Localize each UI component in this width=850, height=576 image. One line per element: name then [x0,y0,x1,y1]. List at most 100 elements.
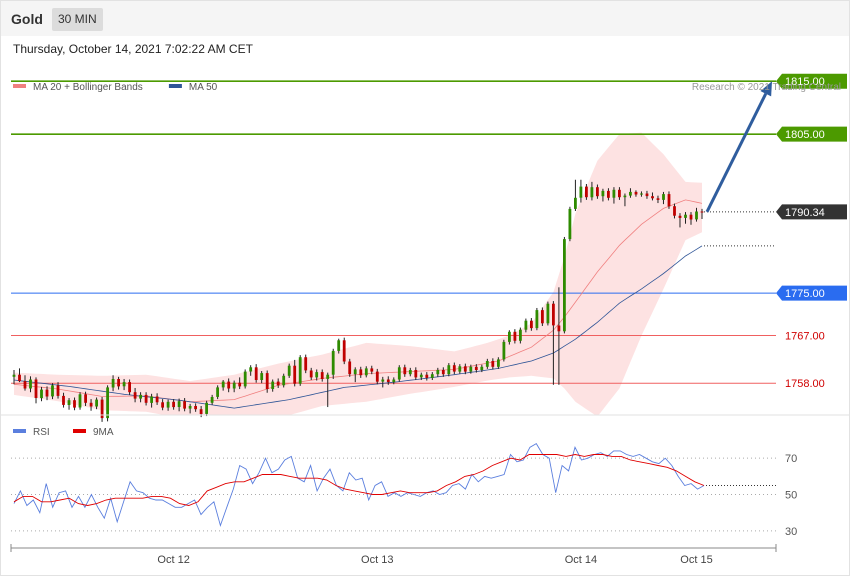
candle-body [364,368,368,376]
candle-body [370,368,374,372]
ma20-line [13,199,703,403]
candle-body [568,208,572,240]
candle-body [188,406,192,409]
candle-body [205,402,208,414]
price-level-label: 1767.00 [785,331,825,343]
legend-label: MA 20 + Bollinger Bands [33,82,143,93]
candle-body [56,385,60,396]
candle-body [645,193,649,197]
candle-body [524,320,528,330]
candle-body [612,189,616,198]
candle-body [78,394,82,408]
candle-body [216,387,219,397]
candle-body [155,396,159,403]
candle-body [667,194,671,207]
candle-body [276,381,280,386]
price-tag-bg [776,73,847,89]
candle-body [84,394,87,403]
candle-body [73,400,76,408]
candle-body [172,401,175,408]
candle-body [651,196,654,199]
candle-body [342,340,346,362]
candle-body [18,374,21,382]
candle-body [447,365,451,375]
candle-body [689,214,693,220]
candle-body [315,372,319,378]
candle-body [408,370,412,375]
candle-body [414,370,418,378]
legend-swatch [168,84,182,88]
bollinger-band [14,132,702,415]
candle-body [309,370,313,378]
candle-body [430,374,434,378]
candle-body [45,389,49,397]
candle-body [678,215,682,218]
rsi-ma9-line [13,454,705,506]
price-tags: 1815.00 1805.00 1790.34 1775.00 1767.00 1758.… [776,73,847,390]
candle-body [530,320,533,329]
candle-body [618,189,621,198]
projection-arrow-shaft [705,93,768,213]
candle-body [491,361,495,367]
candle-body [199,409,203,414]
candle-body [210,397,214,403]
price-tag-bg [776,204,847,220]
price-tag-label: 1815.00 [785,76,825,88]
candle-body [348,361,352,375]
candle-body [29,379,32,389]
candle-body [596,187,599,197]
candle-body [331,350,335,375]
candle-body [265,373,269,389]
candle-body [441,370,445,375]
price-levels [11,80,776,384]
legend-swatch [13,84,26,88]
candle-body [436,370,440,375]
candle-body [386,379,390,383]
candle-body [139,394,142,399]
candle-body [221,381,225,388]
candle-body [128,382,131,393]
candle-body [51,385,54,397]
rsi-tick-label: 70 [785,453,797,465]
candle-body [452,365,456,372]
candle-body [623,195,627,198]
candle-body [243,371,247,387]
candle-body [640,193,643,195]
candle-body [474,366,478,370]
candle-body [106,387,109,419]
candle-body [194,406,197,410]
candle-body [293,365,297,384]
x-tick-label: Oct 15 [680,554,712,566]
candle-body [590,187,594,198]
candle-body [684,214,687,218]
price-legend: MA 20 + Bollinger Bands MA 50 [13,82,218,93]
candle-body [656,198,660,200]
candle-body [469,366,473,372]
candle-body [111,379,115,388]
candle-body [673,206,676,216]
candle-body [508,331,511,342]
rsi-panel: 30 50 70 RSI 9MA [11,427,797,538]
candle-body [574,197,577,209]
candle-body [381,379,385,382]
candle-body [552,303,555,326]
candle-body [563,239,566,332]
candle-body [353,369,357,375]
candle-body [144,394,148,403]
candle-body [546,303,550,324]
timeframe-badge[interactable]: 30 MIN [52,8,103,31]
price-tag-label: 1790.34 [785,207,825,219]
bollinger-band-area [14,132,702,415]
candle-body [304,357,308,371]
candle-body [122,382,126,387]
candle-body [260,373,264,380]
candle-body [557,325,561,332]
candle-body [133,392,137,399]
instrument-title: Gold [11,11,43,27]
candle-body [695,211,698,220]
price-tag-label: 1775.00 [785,288,825,300]
candlesticks [12,179,704,422]
candle-body [287,365,291,376]
candle-body [161,402,164,408]
